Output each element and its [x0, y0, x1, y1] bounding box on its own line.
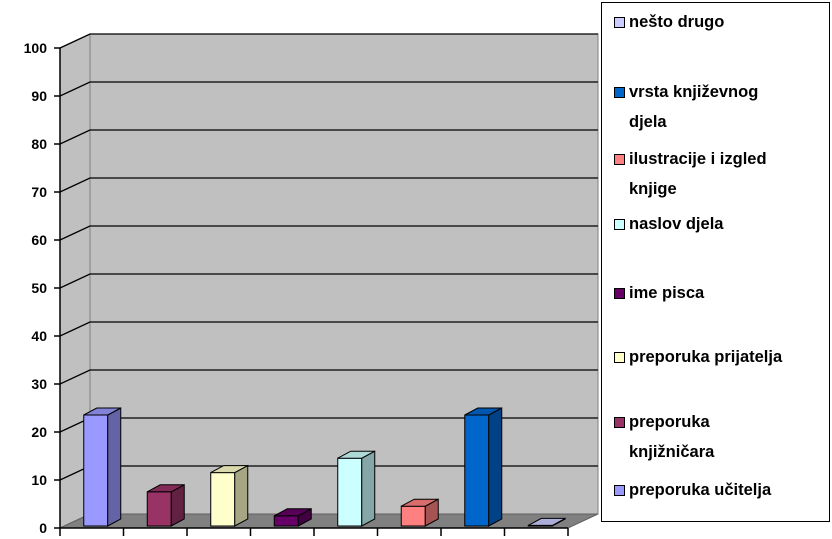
bar-top — [210, 465, 248, 474]
y-tick-label: 0 — [39, 520, 47, 536]
y-tick-label: 20 — [31, 424, 47, 440]
bar — [210, 464, 249, 527]
bar-top — [83, 407, 121, 416]
legend-item: naslov djela — [614, 215, 723, 239]
legend-swatch — [614, 288, 625, 299]
bar — [146, 483, 185, 527]
legend-label: ime pisca — [629, 284, 705, 302]
bar — [83, 407, 122, 527]
y-tick-label: 10 — [31, 472, 47, 488]
bar-top — [274, 508, 312, 517]
legend: nešto drugo vrsta književnog djela ilustrac… — [601, 2, 830, 522]
gridline — [59, 225, 598, 241]
bar — [527, 517, 566, 527]
y-tick-label: 90 — [31, 88, 47, 104]
legend-item: preporuka prijatelja — [614, 348, 782, 372]
chart-walls — [59, 33, 599, 529]
axes — [54, 47, 569, 536]
y-tick-label: 100 — [24, 40, 48, 56]
y-tick-label: 30 — [31, 376, 47, 392]
bar-front — [210, 472, 236, 527]
legend-swatch — [614, 417, 625, 428]
legend-label: nešto drugo — [629, 13, 725, 31]
legend-swatch — [614, 352, 625, 363]
legend-item: ime pisca — [614, 284, 704, 308]
bar-top — [337, 450, 375, 459]
floor — [59, 513, 599, 529]
y-tick-labels: 0 10 20 30 40 50 60 70 80 90 100 — [24, 40, 48, 536]
gridline — [59, 81, 598, 97]
legend-label: preporuka knjižničara — [629, 413, 715, 461]
bar-top — [464, 407, 502, 416]
bar — [400, 498, 439, 527]
y-tick-label: 40 — [31, 328, 47, 344]
gridline — [59, 369, 598, 385]
gridline — [59, 33, 598, 49]
bar-top — [528, 517, 566, 526]
bar-front — [337, 457, 363, 527]
y-tick-label: 50 — [31, 280, 47, 296]
legend-label: preporuka učitelja — [629, 481, 772, 499]
gridline — [59, 177, 598, 193]
y-tick-label: 70 — [31, 184, 47, 200]
bar-front — [146, 491, 172, 527]
gridline — [59, 273, 598, 289]
legend-item: nešto drugo — [614, 13, 724, 37]
legend-item: preporuka knjižničara — [614, 413, 714, 467]
gridline — [59, 129, 598, 145]
y-tick-label: 60 — [31, 232, 47, 248]
legend-swatch — [614, 87, 625, 98]
legend-item: preporuka učitelja — [614, 481, 771, 505]
bar-front — [273, 515, 299, 527]
bar — [337, 450, 376, 527]
gridline — [59, 321, 598, 337]
legend-swatch — [614, 154, 625, 165]
bars — [83, 407, 566, 527]
legend-swatch — [614, 17, 625, 28]
legend-label: ilustracije i izgled knjige — [629, 150, 767, 198]
legend-label: naslov djela — [629, 215, 724, 233]
bar-front — [83, 414, 109, 527]
y-tick-label: 80 — [31, 136, 47, 152]
bar-side — [107, 407, 122, 527]
legend-swatch — [614, 219, 625, 230]
bar-front — [464, 414, 490, 527]
bar-top — [147, 484, 185, 493]
legend-label: vrsta književnog djela — [629, 83, 759, 131]
bar-side — [234, 464, 249, 527]
legend-item: ilustracije i izgled knjige — [614, 150, 767, 204]
bar-front — [400, 505, 426, 527]
bar-side — [361, 450, 376, 527]
bar — [273, 507, 312, 527]
bar-side — [488, 407, 503, 527]
legend-label: preporuka prijatelja — [629, 348, 783, 366]
legend-swatch — [614, 485, 625, 496]
bar-top — [401, 498, 439, 507]
bar — [464, 407, 503, 527]
legend-item: vrsta književnog djela — [614, 83, 758, 137]
